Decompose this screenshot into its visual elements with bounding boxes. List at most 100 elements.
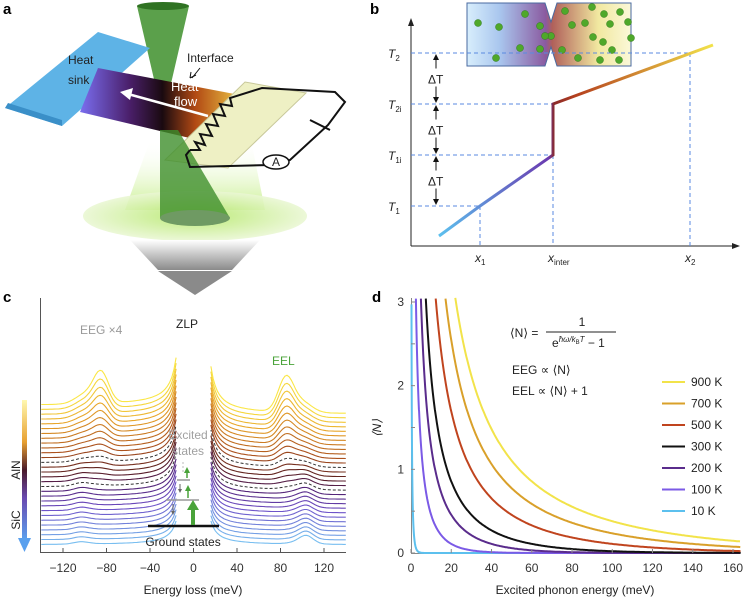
panel-a: a A Heat sink Interface Heat flow	[3, 1, 347, 295]
panel-label-d: d	[372, 289, 381, 306]
heat-sink-block	[5, 32, 150, 126]
d-x-tick-label: 140	[683, 561, 703, 575]
spectrum-curve	[210, 499, 346, 527]
b-x-labels: x1 xinter x2	[474, 251, 696, 267]
spectrum-curve	[41, 520, 177, 545]
spectrum-curve	[41, 515, 177, 541]
battery-icon	[309, 119, 331, 131]
spectrum-curve	[210, 467, 346, 500]
phonon-dot	[599, 38, 607, 46]
phonon-dot	[606, 20, 614, 28]
spectrum-curve	[210, 478, 346, 509]
spectrum-curve	[210, 419, 346, 460]
spectrum-curve	[41, 430, 177, 468]
interface-label: Interface	[187, 51, 234, 65]
eel-relation: EEL ∝ ⟨N⟩ + 1	[512, 384, 588, 398]
spectrum-curve	[41, 391, 177, 435]
beam-top	[137, 2, 189, 10]
spectrum-curve	[41, 357, 177, 406]
heat-flow-arrow	[127, 92, 209, 118]
spectrum-curve	[41, 436, 177, 473]
panel-label-a: a	[3, 1, 12, 18]
heat-flow-label-2: flow	[174, 94, 198, 109]
b-y-label-1: T1	[388, 200, 400, 216]
d-x-tick-label: 60	[525, 561, 539, 575]
ammeter-icon	[262, 154, 290, 170]
spectrum-curve	[210, 515, 346, 541]
spectrum-curve	[210, 398, 346, 441]
b-x-label-1: x1	[474, 251, 486, 267]
c-x-tick-label: 80	[274, 561, 288, 575]
spectrum-curve	[41, 424, 177, 463]
phonon-dot	[474, 19, 482, 27]
b-x-axis-arrow	[732, 243, 740, 249]
panel-label-c: c	[3, 289, 11, 306]
spectrum-curve	[41, 385, 177, 430]
curve-300k	[424, 298, 741, 554]
spectrum-curve	[210, 504, 346, 532]
phonon-dot	[581, 19, 589, 27]
c-x-tick-label: −80	[96, 561, 117, 575]
delta-t-markers: ΔT ΔT ΔT	[428, 54, 444, 205]
phonon-dot	[574, 54, 582, 62]
phonon-dot	[589, 33, 597, 41]
curve-700k	[444, 298, 741, 549]
spectrum-curve	[41, 464, 177, 497]
temperature-profile	[438, 43, 714, 238]
delta-arrowhead	[433, 105, 439, 111]
spectrum-curve	[210, 435, 346, 473]
legend-label-300k: 300 K	[691, 440, 722, 454]
spectrum-curve	[41, 402, 177, 444]
spectrum-curve	[210, 376, 346, 423]
spectrum-curve	[210, 371, 346, 419]
spectrum-curve	[210, 494, 346, 523]
excited-states-label: Excited	[168, 428, 207, 442]
incident-beam-cone	[137, 6, 189, 118]
c-x-ticks: −120 −80 −40 0 40 80 120	[49, 548, 334, 575]
c-x-tick-label: 0	[190, 561, 197, 575]
b-y-label-1i: T1i	[388, 149, 402, 165]
d-x-tick-label: 160	[723, 561, 743, 575]
eeg-relation: EEG ∝ ⟨N⟩	[512, 363, 571, 377]
spectrum-curve	[41, 486, 177, 516]
delta-arrowhead	[433, 148, 439, 154]
spectrum-curve	[41, 413, 177, 454]
spectrum-curve	[210, 366, 346, 414]
composition-gradient-arrow	[22, 400, 27, 540]
panel-b: b T2 T2i T1i T1 x1 xinter x2 ΔT ΔT ΔT	[370, 1, 740, 267]
spectrum-curve	[210, 424, 346, 464]
excited-states-label-2: states	[172, 444, 204, 458]
beam-spot	[160, 210, 230, 226]
phonon-dot	[596, 56, 604, 64]
spectrum-curve	[41, 481, 177, 512]
phonon-dot	[536, 22, 544, 30]
d-y-tick-label: 1	[397, 462, 404, 476]
spectrum-curve	[210, 451, 346, 487]
curve-500k	[434, 298, 741, 553]
legend-label-700k: 700 K	[691, 397, 722, 411]
phonon-dot	[521, 10, 529, 18]
spectrum-curve	[41, 447, 177, 483]
b-y-label-2: T2	[388, 47, 400, 63]
d-x-tick-label: 40	[485, 561, 499, 575]
phonon-dot	[588, 3, 596, 11]
ammeter-label: A	[272, 155, 280, 169]
spectrum-curve	[41, 470, 177, 502]
delta-arrowhead	[433, 156, 439, 162]
spectrum-curve	[210, 472, 346, 505]
c-x-tick-label: −120	[49, 561, 76, 575]
d-y-tick-label: 0	[397, 546, 404, 560]
heater-plate	[163, 81, 308, 169]
sic-label: SiC	[9, 510, 23, 530]
phonon-dot	[492, 54, 500, 62]
legend-label-900k: 900 K	[691, 375, 722, 389]
delta-t-label: ΔT	[428, 175, 444, 189]
composition-arrowhead	[18, 538, 31, 552]
b-x-label-inter: xinter	[547, 251, 570, 267]
eel-label: EEL	[272, 354, 295, 368]
spectrum-curve	[210, 408, 346, 450]
spectrum-curve	[41, 492, 177, 521]
phonon-dots	[474, 3, 635, 64]
spectrum-curve	[210, 392, 346, 437]
spectrum-curve	[210, 414, 346, 455]
